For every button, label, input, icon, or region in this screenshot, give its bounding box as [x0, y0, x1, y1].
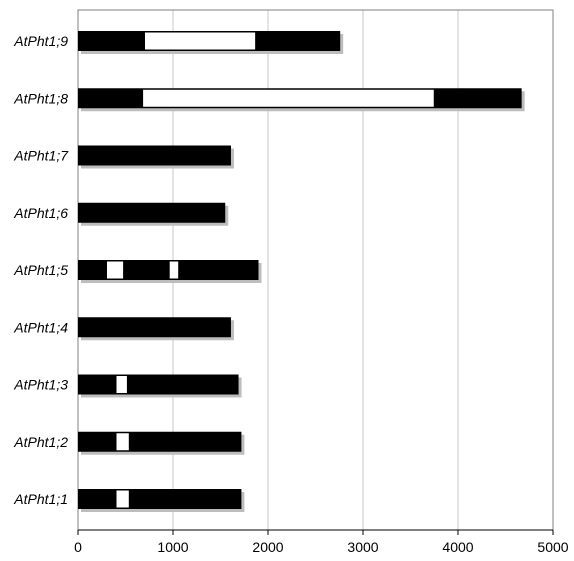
intron-segment: [106, 260, 125, 280]
gene-bar: [78, 489, 245, 512]
exon-bar: [78, 431, 242, 452]
gene-label: AtPht1;8: [13, 90, 68, 106]
intron-segment: [142, 88, 435, 108]
gene-bar: [78, 88, 525, 112]
x-tick-label: 5000: [537, 539, 568, 555]
gene-label: AtPht1;5: [13, 262, 68, 278]
x-tick-label: 2000: [252, 539, 283, 555]
intron-segment: [115, 432, 130, 452]
gene-bar: [78, 202, 229, 226]
intron-segment: [144, 31, 257, 51]
x-tick-label: 3000: [347, 539, 378, 555]
gene-label: AtPht1;6: [13, 205, 68, 221]
intron-segment: [115, 375, 128, 394]
gene-bar: [78, 317, 234, 341]
gene-label: AtPht1;7: [13, 148, 69, 164]
exon-bar: [78, 145, 231, 166]
gene-label: AtPht1;3: [13, 377, 68, 393]
gene-bar: [78, 145, 234, 169]
gene-bar: [78, 374, 242, 398]
x-tick-label: 0: [74, 539, 82, 555]
gene-label: AtPht1;1: [13, 491, 68, 507]
x-tick-label: 4000: [442, 539, 473, 555]
gene-labels: AtPht1;9 AtPht1;8 AtPht1;7 AtPht1;6 AtPht1;5…: [13, 33, 69, 507]
gene-label: AtPht1;2: [13, 434, 68, 450]
exon-bar: [78, 260, 259, 280]
gene-bar: [78, 431, 245, 455]
x-tick-label: 1000: [157, 539, 188, 555]
exon-bar: [78, 374, 239, 395]
gene-bar: [78, 260, 262, 283]
exon-bar: [78, 202, 226, 223]
exon-bar: [78, 317, 231, 338]
gene-bars: [78, 31, 525, 512]
exon-bar: [78, 489, 242, 509]
intron-segment: [115, 489, 130, 509]
gene-bar: [78, 31, 344, 54]
x-axis-ticks: 0 1000 2000 3000 4000 5000: [74, 530, 569, 555]
gene-label: AtPht1;4: [13, 319, 68, 335]
intron-segment: [168, 260, 180, 280]
gene-label: AtPht1;9: [13, 33, 68, 49]
